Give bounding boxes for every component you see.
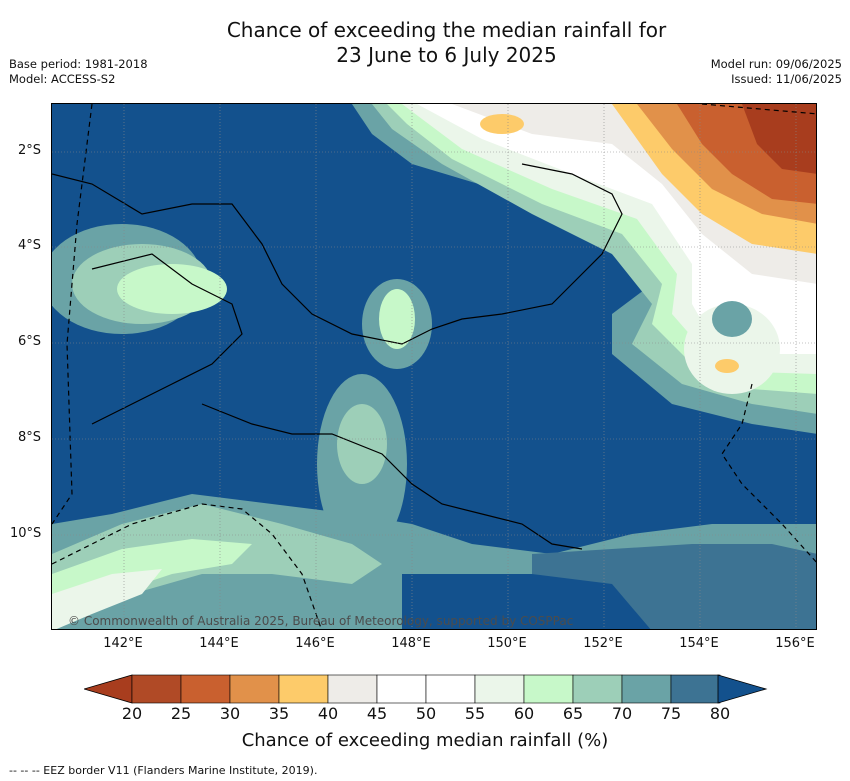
base-period: Base period: 1981-2018 [9, 57, 148, 71]
colorbar-cell [131, 674, 182, 704]
colorbar-cell [572, 674, 623, 704]
colorbar-lower-arrow [84, 674, 133, 704]
colorbar-cell [229, 674, 280, 704]
coastline [52, 163, 623, 550]
blob-east-dry [715, 359, 739, 373]
colorbar-tick-label: 60 [513, 704, 535, 723]
blob-east-core [712, 301, 752, 337]
colorbar-tick-label: 55 [464, 704, 486, 723]
colorbar-tick-label: 50 [415, 704, 437, 723]
lon-label-146e: 146°E [295, 636, 335, 651]
lat-label-4s: 4°S [18, 238, 42, 253]
colorbar-cell [278, 674, 329, 704]
dry-blob-north [480, 114, 524, 134]
colorbar-tick-label: 30 [219, 704, 241, 723]
colorbar-tick-label: 70 [611, 704, 633, 723]
contour-20-ne [742, 104, 816, 174]
lon-label-142e: 142°E [103, 636, 143, 651]
eez-border-south [52, 503, 322, 629]
wet-blob-west-3 [117, 264, 227, 314]
meta-left: Base period: 1981-2018 Model: ACCESS-S2 [9, 57, 148, 87]
colorbar-tick-label: 20 [121, 704, 143, 723]
meta-right: Model run: 09/06/2025 Issued: 11/06/2025 [711, 57, 842, 87]
colorbar-tick-label: 65 [562, 704, 584, 723]
lon-label-152e: 152°E [583, 636, 623, 651]
colorbar-cell [621, 674, 672, 704]
lon-label-150e: 150°E [487, 636, 527, 651]
rainfall-map [51, 103, 817, 630]
title-line-1: Chance of exceeding the median rainfall … [226, 18, 667, 42]
lon-label-144e: 144°E [199, 636, 239, 651]
credit-text: © Commonwealth of Australia 2025, Bureau… [68, 614, 574, 628]
colorbar-tick-label: 45 [366, 704, 388, 723]
map-title: Chance of exceeding the median rainfall … [0, 18, 850, 68]
lon-label-148e: 148°E [391, 636, 431, 651]
blob-centre-2 [379, 289, 415, 349]
lon-label-154e: 154°E [679, 636, 719, 651]
colorbar-upper-arrow [717, 674, 768, 704]
lon-label-156e: 156°E [775, 636, 815, 651]
colorbar-cell [474, 674, 525, 704]
model-name: Model: ACCESS-S2 [9, 72, 116, 86]
issued-date: Issued: 11/06/2025 [731, 72, 842, 86]
graticule [52, 104, 816, 629]
colorbar-cell [425, 674, 476, 704]
colorbar-tick-label: 40 [317, 704, 339, 723]
model-run: Model run: 09/06/2025 [710, 57, 842, 71]
colorbar-cells [131, 674, 721, 704]
colorbar-cell [670, 674, 721, 704]
eez-border-northeast [701, 104, 816, 115]
blob-east-ring [684, 304, 780, 394]
colorbar-cell [180, 674, 231, 704]
contour-southeast-deep [402, 574, 651, 629]
lat-label-8s: 8°S [18, 430, 42, 445]
map-canvas [52, 104, 816, 629]
colorbar-cell [327, 674, 378, 704]
title-line-2: 23 June to 6 July 2025 [336, 43, 557, 67]
colorbar-label: Chance of exceeding median rainfall (%) [241, 730, 609, 751]
colorbar-tick-label: 80 [709, 704, 731, 723]
lat-label-2s: 2°S [18, 143, 42, 158]
colorbar-tick-label: 35 [268, 704, 290, 723]
lat-label-10s: 10°S [10, 526, 42, 541]
colorbar-tick-label: 25 [170, 704, 192, 723]
colorbar-tick-label: 75 [660, 704, 682, 723]
lat-label-6s: 6°S [18, 334, 42, 349]
blob-south-2 [337, 404, 387, 484]
colorbar-cell [523, 674, 574, 704]
eez-legend: -- -- -- EEZ border V11 (Flanders Marine… [9, 764, 318, 777]
colorbar-cell [376, 674, 427, 704]
colorbar [84, 674, 768, 704]
contour-southwest-4 [52, 569, 162, 629]
